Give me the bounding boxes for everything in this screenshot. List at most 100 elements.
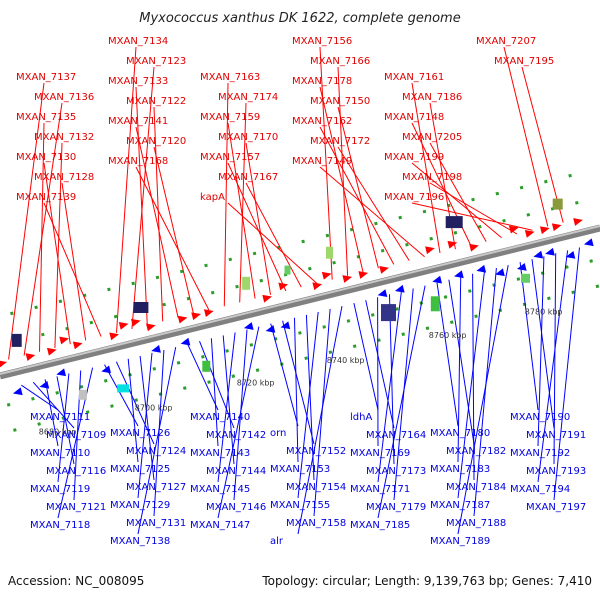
forward-gene-arrow-10-shape [191,312,201,321]
gene-label-MXAN_7131: MXAN_7131 [126,518,186,529]
accession-text: Accession: NC_008095 [8,574,145,588]
annotation-box-3 [133,302,149,313]
leader-line-MXAN_7147 [217,326,260,519]
leader-line-MXAN_7156 [319,46,333,280]
annotation-box-1 [78,389,87,400]
leader-line-MXAN_7141 [135,126,179,318]
gene-label-MXAN_7124: MXAN_7124 [126,446,186,457]
leader-line-MXAN_7187 [457,270,485,499]
forward-gene-arrow-19-shape [425,246,435,255]
gene-label-MXAN_7152: MXAN_7152 [286,446,346,457]
leader-line-ldhA [353,302,379,411]
gene-features [0,198,594,400]
leader-line-MXAN_7138 [137,347,177,535]
forward-gene-arrow-8 [145,323,156,332]
gene-label-MXAN_7141: MXAN_7141 [108,116,168,127]
gene-label-MXAN_7195: MXAN_7195 [494,56,554,67]
leader-line-MXAN_7182 [448,279,475,445]
leader-line-MXAN_7109 [32,381,75,429]
reverse-gene-arrow-4 [151,345,161,353]
forward-gene-arrow-10 [191,312,201,321]
leader-line-MXAN_7180 [436,282,459,427]
forward-gene-arrow-17-shape [358,271,369,279]
leader-line-orn [270,323,299,427]
gene-label-MXAN_7130: MXAN_7130 [16,152,76,163]
gene-label-MXAN_7167: MXAN_7167 [218,172,278,183]
forward-gene-arrow-24 [539,226,550,235]
reverse-gene-arrow-8 [280,321,291,330]
gene-label-MXAN_7135: MXAN_7135 [16,112,76,123]
gene-label-MXAN_7205: MXAN_7205 [402,132,462,143]
reverse-gene-arrow-14 [495,268,505,277]
gene-label-MXAN_7183: MXAN_7183 [430,464,490,475]
reverse-gene-arrow-7-shape [265,325,276,333]
annotation-box-0 [11,333,22,347]
gene-label-MXAN_7184: MXAN_7184 [446,482,506,493]
leader-line-MXAN_7118 [57,367,94,519]
reverse-gene-arrow-8-shape [280,321,291,330]
leader-line-MXAN_7195 [521,66,564,223]
scale-label-5: 8780 kbp [525,307,563,316]
annotation-box-6 [284,265,291,275]
forward-gene-arrow-26 [573,218,583,226]
reverse-gene-arrow-1-shape [39,380,50,389]
scale-label-1: 8700 kbp [135,404,173,413]
forward-gene-arrow-11-shape [203,309,214,317]
leader-line-MXAN_7139 [43,202,102,337]
gene-label-MXAN_7147: MXAN_7147 [190,520,250,531]
gene-label-MXAN_7156: MXAN_7156 [292,36,352,47]
gene-label-MXAN_7173: MXAN_7173 [366,466,426,477]
genome-backbone-track [0,224,600,380]
gene-label-MXAN_7111: MXAN_7111 [30,412,90,423]
leader-line-MXAN_7143 [210,338,219,447]
annotation-box-8 [381,304,396,322]
gene-label-MXAN_7192: MXAN_7192 [510,448,570,459]
gene-label-MXAN_7143: MXAN_7143 [190,448,250,459]
leader-line-MXAN_7162 [319,126,395,265]
gene-label-MXAN_7110: MXAN_7110 [30,448,90,459]
reverse-gene-arrow-1 [39,380,50,389]
backbone-line [0,224,600,380]
leader-line-MXAN_7207 [503,46,549,227]
gene-label-MXAN_7164: MXAN_7164 [366,430,426,441]
gene-label-MXAN_7186: MXAN_7186 [402,92,462,103]
forward-gene-arrow-25-shape [551,223,562,232]
leader-line-MXAN_7134 [116,46,137,333]
reverse-gene-arrow-7 [265,325,276,333]
forward-gene-arrow-2 [46,347,57,356]
leader-line-MXAN_7179 [393,288,414,501]
leader-line-MXAN_7122 [153,106,164,322]
leader-line-MXAN_7167 [245,182,302,288]
gene-label-MXAN_7189: MXAN_7189 [430,536,490,547]
reverse-gene-arrow-11-shape [432,275,443,284]
leader-line-MXAN_7153 [294,317,299,463]
leader-line-MXAN_7197 [553,247,580,501]
leader-line-MXAN_7126 [104,364,139,427]
gene-label-MXAN_7153: MXAN_7153 [270,464,330,475]
reverse-gene-arrow-14-shape [495,268,505,277]
leader-line-MXAN_7116 [56,376,75,465]
leader-line-MXAN_7183 [457,276,462,463]
leader-line-MXAN_7136 [23,102,63,356]
forward-gene-arrow-0 [0,360,7,368]
leader-line-MXAN_7127 [139,355,155,481]
forward-gene-arrow-18 [379,266,389,274]
leader-line-alr [297,306,343,535]
gene-label-MXAN_7145: MXAN_7145 [190,484,250,495]
gene-label-MXAN_7123: MXAN_7123 [126,56,186,67]
gene-label-MXAN_7158: MXAN_7158 [286,518,346,529]
gene-label-MXAN_7122: MXAN_7122 [126,96,186,107]
leader-line-MXAN_7125 [127,358,139,463]
forward-gene-arrow-20-shape [447,240,458,249]
forward-gene-arrow-16 [342,275,353,283]
guide-dash-track-2 [6,257,600,407]
gene-label-ldhA: ldhA [350,412,372,423]
gene-label-alr: alr [270,536,284,547]
gene-label-MXAN_7196: MXAN_7196 [384,192,444,203]
forward-gene-arrow-14-shape [312,282,323,291]
reverse-gene-arrow-3-shape [101,365,112,374]
leader-line-MXAN_7119 [57,373,70,483]
leader-line-kapA [227,202,318,284]
scale-label-3: 8740 kbp [327,356,365,365]
gene-label-MXAN_7157: MXAN_7157 [200,152,260,163]
